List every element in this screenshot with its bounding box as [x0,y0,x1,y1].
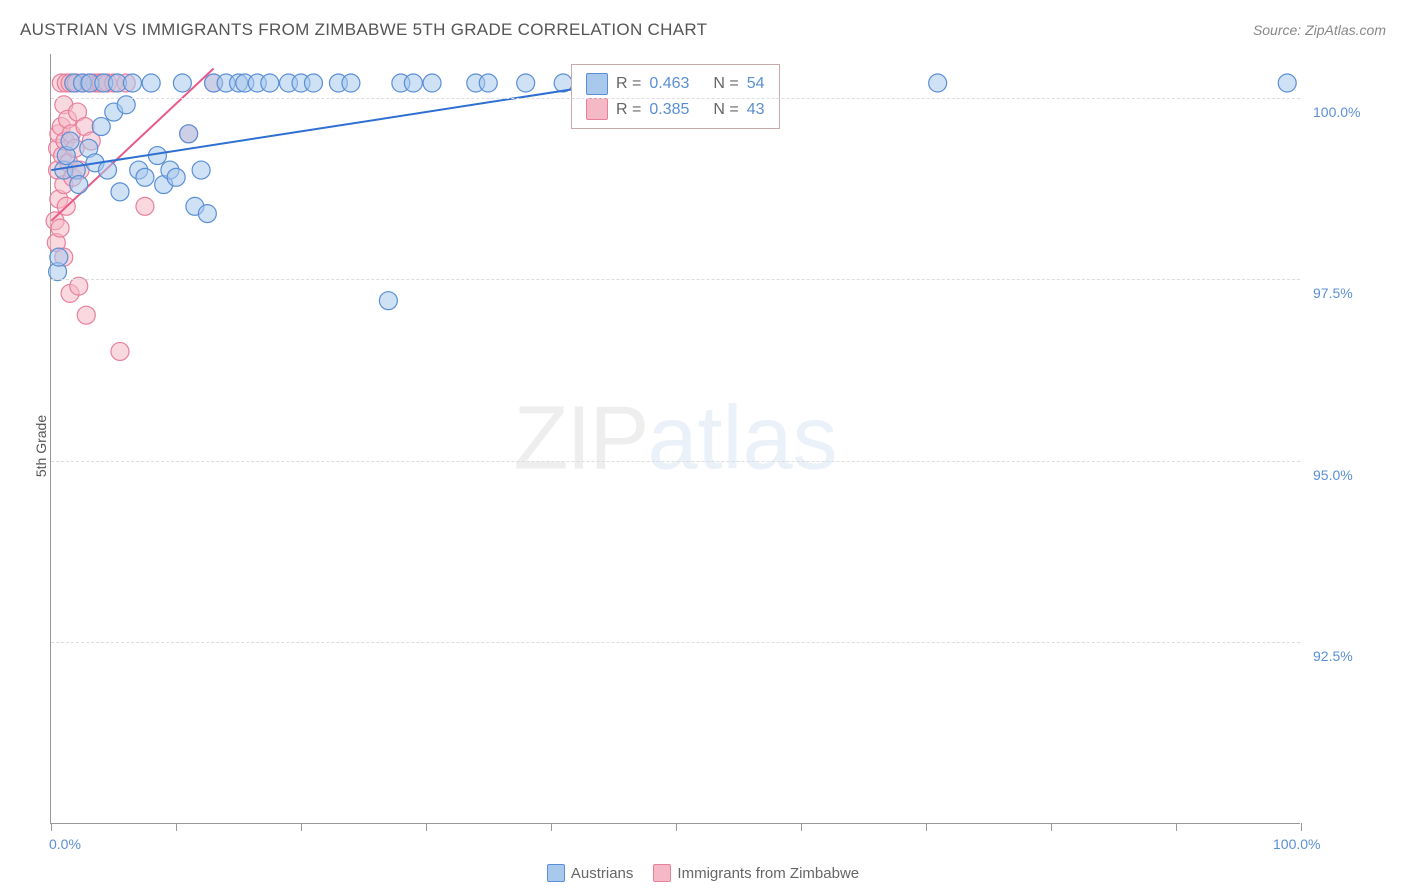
scatter-point-austrians [192,161,210,179]
scatter-point-austrians [173,74,191,92]
stats-row-austrians: R = 0.463 N = 54 [586,71,765,97]
scatter-point-austrians [111,183,129,201]
y-tick-label: 95.0% [1313,467,1353,483]
legend-item-zimbabwe: Immigrants from Zimbabwe [653,864,859,882]
scatter-point-austrians [379,292,397,310]
plot-area: ZIPatlas R = 0.463 N = 54 R = 0.385 N = … [50,54,1300,824]
scatter-point-austrians [123,74,141,92]
scatter-point-austrians [136,168,154,186]
scatter-point-austrians [92,118,110,136]
scatter-point-austrians [929,74,947,92]
scatter-point-austrians [342,74,360,92]
source-attribution: Source: ZipAtlas.com [1253,22,1386,38]
scatter-point-zimbabwe [136,197,154,215]
stats-r-value-zimbabwe: 0.385 [649,97,689,123]
y-tick-label: 100.0% [1313,104,1360,120]
x-tick [801,823,802,831]
scatter-point-austrians [180,125,198,143]
stats-n-label-1: N = [713,71,738,97]
x-tick [176,823,177,831]
chart-svg [51,54,1300,823]
trend-line-austrians [51,83,613,170]
gridline-h [51,461,1300,462]
stats-swatch-zimbabwe [586,98,608,120]
legend-swatch-austrians [547,864,565,882]
y-tick-label: 97.5% [1313,285,1353,301]
stats-n-label-2: N = [713,97,738,123]
legend-label-austrians: Austrians [571,865,634,882]
x-tick [551,823,552,831]
chart-title: AUSTRIAN VS IMMIGRANTS FROM ZIMBABWE 5TH… [20,20,707,40]
scatter-point-austrians [304,74,322,92]
scatter-point-zimbabwe [111,342,129,360]
scatter-point-austrians [517,74,535,92]
x-tick [676,823,677,831]
scatter-point-austrians [479,74,497,92]
scatter-point-austrians [167,168,185,186]
y-tick-label: 92.5% [1313,648,1353,664]
scatter-point-austrians [423,74,441,92]
scatter-point-austrians [50,248,68,266]
scatter-point-zimbabwe [51,219,69,237]
legend: Austrians Immigrants from Zimbabwe [0,864,1406,882]
scatter-point-austrians [142,74,160,92]
x-tick [1051,823,1052,831]
stats-swatch-austrians [586,73,608,95]
scatter-point-austrians [1278,74,1296,92]
x-tick [1301,823,1302,831]
x-tick [51,823,52,831]
gridline-h [51,98,1300,99]
stats-r-label-1: R = [616,71,641,97]
scatter-point-austrians [198,205,216,223]
y-axis-label: 5th Grade [33,415,49,477]
legend-swatch-zimbabwe [653,864,671,882]
scatter-point-zimbabwe [77,306,95,324]
stats-row-zimbabwe: R = 0.385 N = 43 [586,97,765,123]
scatter-point-austrians [61,132,79,150]
x-tick [926,823,927,831]
x-tick-label-max: 100.0% [1273,836,1320,852]
stats-r-value-austrians: 0.463 [649,71,689,97]
legend-label-zimbabwe: Immigrants from Zimbabwe [677,865,859,882]
scatter-point-austrians [70,176,88,194]
scatter-point-austrians [261,74,279,92]
x-tick-label-min: 0.0% [49,836,81,852]
scatter-point-austrians [99,161,117,179]
legend-item-austrians: Austrians [547,864,634,882]
stats-r-label-2: R = [616,97,641,123]
gridline-h [51,642,1300,643]
gridline-h [51,279,1300,280]
stats-n-value-zimbabwe: 43 [747,97,765,123]
x-tick [426,823,427,831]
scatter-point-austrians [404,74,422,92]
x-tick [301,823,302,831]
chart-header: AUSTRIAN VS IMMIGRANTS FROM ZIMBABWE 5TH… [20,20,1386,40]
x-tick [1176,823,1177,831]
stats-n-value-austrians: 54 [747,71,765,97]
